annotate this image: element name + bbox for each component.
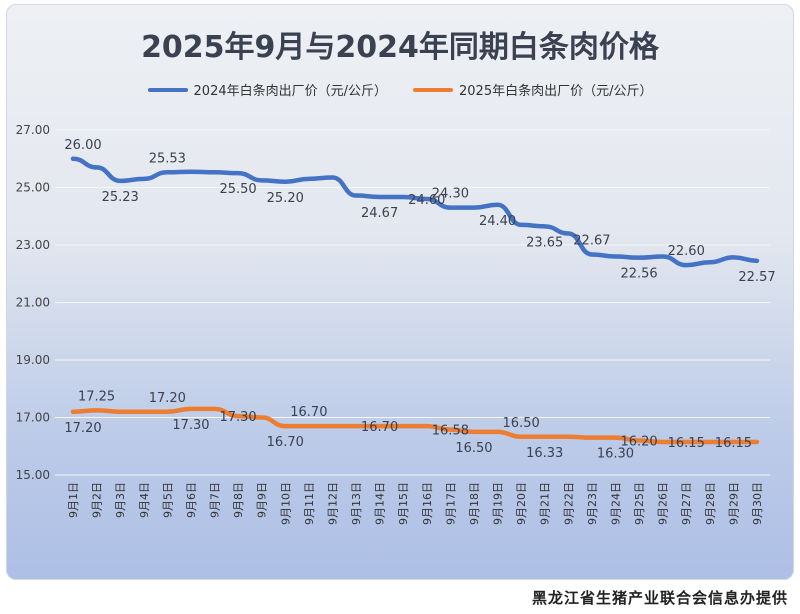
x-tick-label: 9月15日 xyxy=(397,482,410,525)
x-tick-label: 9月25日 xyxy=(633,482,646,525)
data-label: 24.40 xyxy=(479,214,516,229)
x-tick-label: 9月4日 xyxy=(138,482,151,518)
y-tick-label: 27.00 xyxy=(16,123,50,137)
x-tick-label: 9月26日 xyxy=(657,482,670,525)
legend-label-2024: 2024年白条肉出厂价（元/公斤） xyxy=(193,84,387,99)
legend-item-2025: 2025年白条肉出厂价（元/公斤） xyxy=(413,80,652,99)
data-label: 16.20 xyxy=(620,435,657,450)
data-label: 24.67 xyxy=(361,206,398,221)
x-tick-label: 9月20日 xyxy=(515,482,528,525)
x-tick-label: 9月10日 xyxy=(279,482,292,525)
data-label: 24.30 xyxy=(432,187,469,202)
x-tick-label: 9月28日 xyxy=(704,482,717,525)
x-tick-label: 9月11日 xyxy=(303,482,316,525)
data-label: 25.23 xyxy=(102,190,139,205)
data-label: 16.30 xyxy=(597,447,634,462)
data-label: 16.70 xyxy=(267,435,304,450)
x-tick-label: 9月16日 xyxy=(421,482,434,525)
x-tick-label: 9月13日 xyxy=(350,482,363,525)
chart-card xyxy=(6,4,794,580)
x-tick-label: 9月23日 xyxy=(586,482,599,525)
data-label: 26.00 xyxy=(64,138,101,153)
data-label: 16.58 xyxy=(432,424,469,439)
x-tick-label: 9月12日 xyxy=(326,482,339,525)
data-label: 25.50 xyxy=(219,182,256,197)
y-tick-label: 17.00 xyxy=(16,411,50,425)
data-label: 23.65 xyxy=(526,235,563,250)
data-label: 16.50 xyxy=(455,441,492,456)
y-tick-label: 21.00 xyxy=(16,296,50,310)
x-tick-label: 9月14日 xyxy=(374,482,387,525)
source-footer: 黑龙江省生猪产业联合会信息办提供 xyxy=(531,589,788,607)
data-label: 16.15 xyxy=(715,436,752,451)
legend-item-2024: 2024年白条肉出厂价（元/公斤） xyxy=(147,80,387,99)
x-tick-label: 9月2日 xyxy=(91,482,104,518)
data-label: 22.56 xyxy=(620,267,657,282)
legend-swatch-2024 xyxy=(147,87,188,92)
x-tick-label: 9月27日 xyxy=(680,482,693,525)
x-tick-label: 9月19日 xyxy=(492,482,505,525)
legend-swatch-2025 xyxy=(413,87,453,92)
data-label: 16.70 xyxy=(290,405,327,420)
x-tick-label: 9月21日 xyxy=(539,482,552,525)
series-line-2025 xyxy=(70,406,760,445)
x-tick-label: 9月18日 xyxy=(468,482,481,525)
data-label: 22.57 xyxy=(738,270,775,285)
x-tick-label: 9月1日 xyxy=(67,482,80,518)
y-tick-label: 25.00 xyxy=(16,181,50,195)
data-label: 22.60 xyxy=(668,244,705,259)
x-tick-label: 9月3日 xyxy=(114,482,127,518)
x-tick-label: 9月24日 xyxy=(609,482,622,525)
data-label: 25.53 xyxy=(149,151,186,166)
x-tick-label: 9月17日 xyxy=(444,482,457,525)
legend-label-2025: 2025年白条肉出厂价（元/公斤） xyxy=(459,84,653,99)
data-label: 16.15 xyxy=(668,436,705,451)
x-tick-label: 9月7日 xyxy=(209,482,222,518)
x-tick-label: 9月9日 xyxy=(256,482,269,518)
data-label: 17.25 xyxy=(78,389,115,404)
data-label: 24.60 xyxy=(408,193,445,208)
data-label: 17.30 xyxy=(219,410,256,425)
legend: 2024年白条肉出厂价（元/公斤） 2025年白条肉出厂价（元/公斤） xyxy=(0,80,800,99)
data-label: 22.67 xyxy=(573,233,610,248)
data-label: 17.20 xyxy=(149,391,186,406)
x-tick-label: 9月30日 xyxy=(751,482,764,525)
x-tick-label: 9月6日 xyxy=(185,482,198,518)
data-label: 17.30 xyxy=(172,418,209,433)
y-tick-label: 23.00 xyxy=(16,238,50,252)
data-label: 16.33 xyxy=(526,446,563,461)
series-line-2024 xyxy=(70,156,760,268)
data-label: 17.20 xyxy=(64,421,101,436)
x-tick-label: 9月29日 xyxy=(727,482,740,525)
data-label: 25.20 xyxy=(267,191,304,206)
data-label: 16.50 xyxy=(503,416,540,431)
x-tick-label: 9月5日 xyxy=(161,482,174,518)
y-tick-label: 15.00 xyxy=(16,468,50,482)
chart-title: 2025年9月与2024年同期白条肉价格 xyxy=(141,30,659,65)
x-tick-label: 9月22日 xyxy=(562,482,575,525)
data-label: 16.70 xyxy=(361,420,398,435)
x-tick-label: 9月8日 xyxy=(232,482,245,518)
y-tick-label: 19.00 xyxy=(16,353,50,367)
